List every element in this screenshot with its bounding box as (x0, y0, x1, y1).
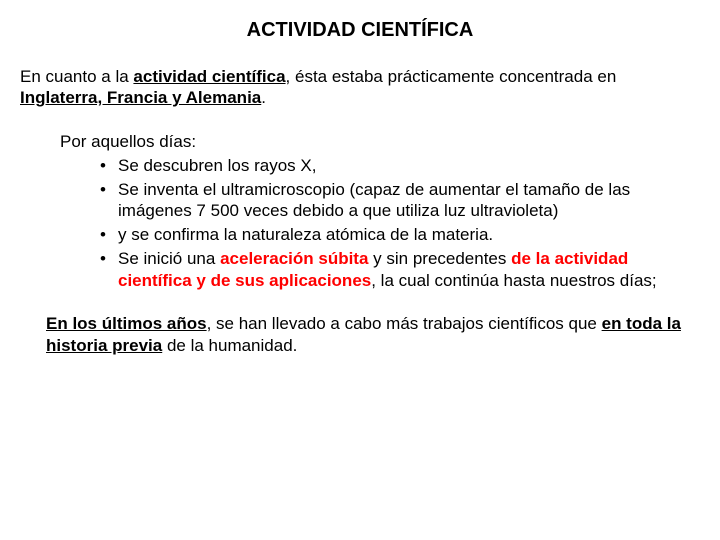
bullet-item: y se confirma la naturaleza atómica de l… (100, 224, 700, 246)
bullet-text: Se inventa el ultramicroscopio (capaz de… (118, 180, 630, 221)
bullet-text: Se inició una (118, 249, 220, 268)
p1-emph-actividad: actividad científica (133, 67, 285, 86)
bullet-item: Se inventa el ultramicroscopio (capaz de… (100, 179, 700, 223)
bullet-item: Se inició una aceleración súbita y sin p… (100, 248, 700, 292)
paragraph-closing: En los últimos años, se han llevado a ca… (20, 313, 700, 357)
bullet-text: y sin precedentes (368, 249, 511, 268)
bullets-intro: Por aquellos días: (60, 131, 700, 153)
p1-text: , ésta estaba prácticamente concentrada … (286, 67, 617, 86)
bullet-text: Se descubren los rayos X, (118, 156, 316, 175)
p3-emph: En los últimos años (46, 314, 207, 333)
bullet-text: y se confirma la naturaleza atómica de l… (118, 225, 493, 244)
paragraph-intro: En cuanto a la actividad científica, ést… (20, 66, 700, 110)
middle-block: Por aquellos días: Se descubren los rayo… (20, 131, 700, 291)
p3-text: , se han llevado a cabo más trabajos cie… (207, 314, 602, 333)
bullet-list: Se descubren los rayos X, Se inventa el … (60, 155, 700, 292)
bullet-item: Se descubren los rayos X, (100, 155, 700, 177)
p1-text: En cuanto a la (20, 67, 133, 86)
bullet-text: , la cual continúa hasta nuestros días; (371, 271, 656, 290)
p1-text: . (261, 88, 266, 107)
p1-emph-paises: Inglaterra, Francia y Alemania (20, 88, 261, 107)
slide-title: ACTIVIDAD CIENTÍFICA (20, 18, 700, 44)
p3-text: de la humanidad. (162, 336, 297, 355)
bullet-emph-red: aceleración súbita (220, 249, 368, 268)
